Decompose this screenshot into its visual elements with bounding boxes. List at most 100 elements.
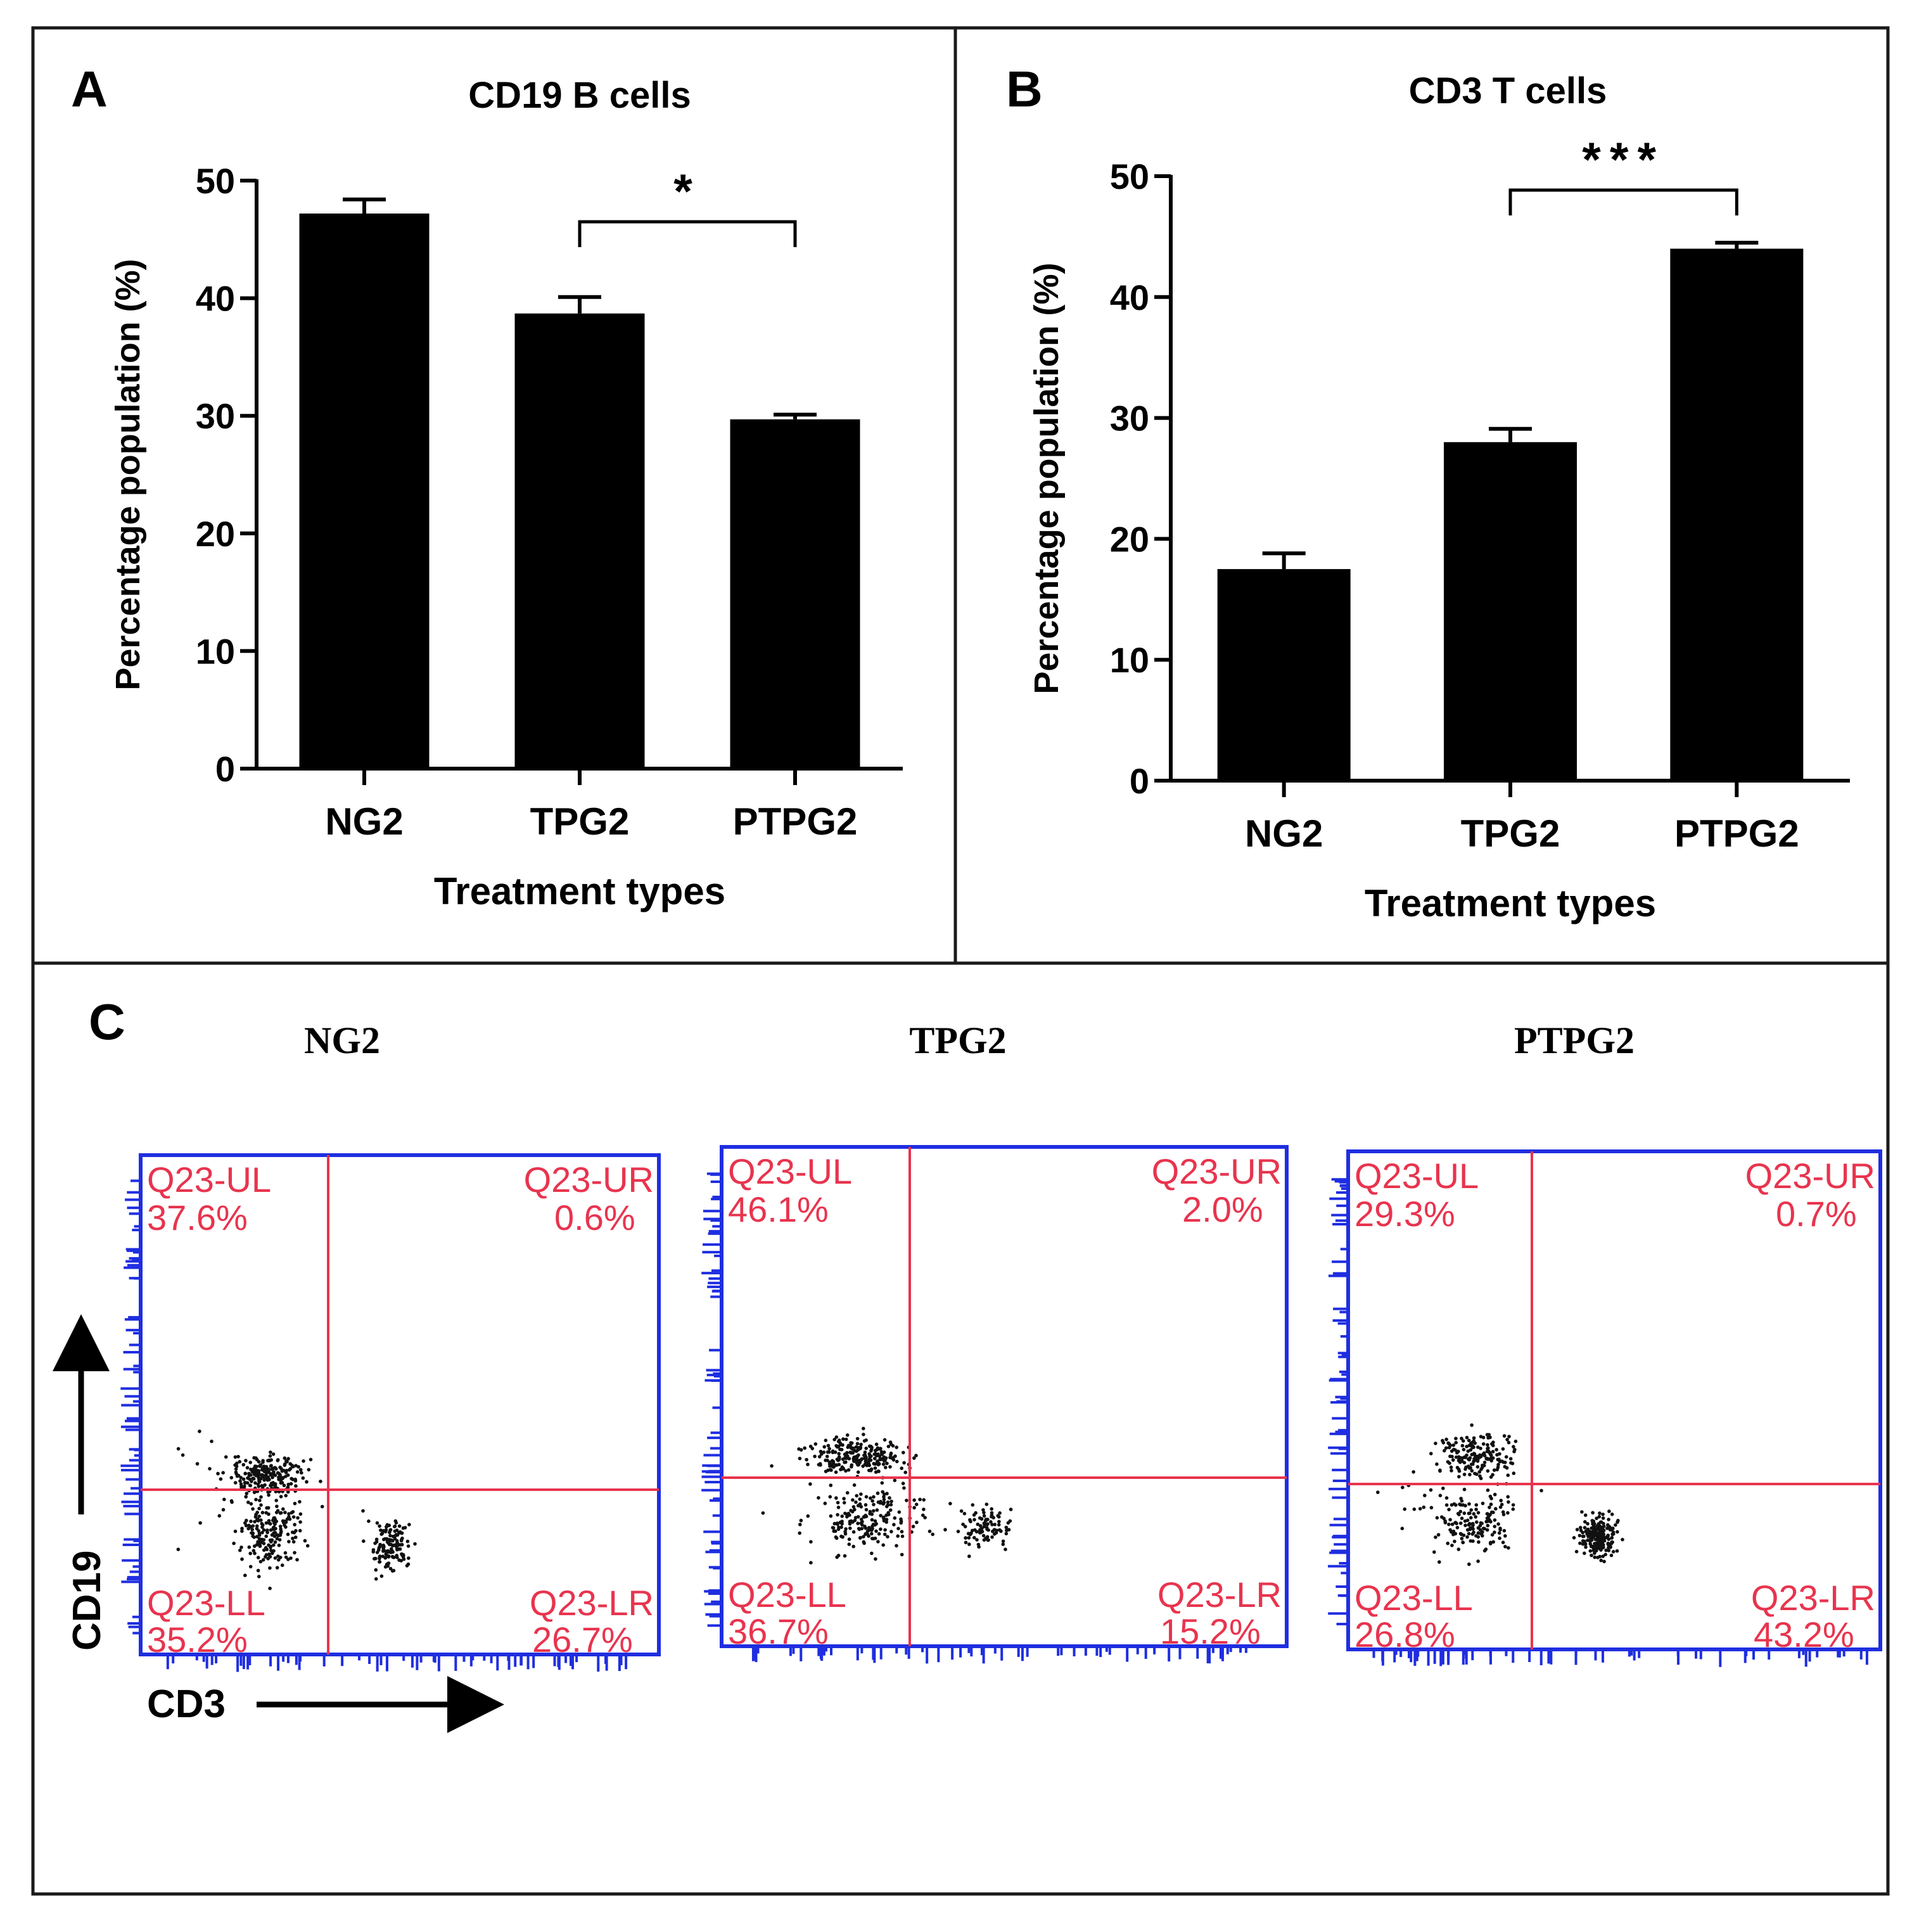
event-dot	[1599, 1526, 1603, 1530]
event-dot	[865, 1529, 870, 1533]
event-dot	[1485, 1528, 1489, 1532]
event-dot	[1457, 1475, 1461, 1479]
y-tick-label: 30	[1110, 399, 1149, 438]
event-dot	[1470, 1440, 1474, 1445]
event-dot	[968, 1518, 972, 1522]
quadrant-ur-label: Q23-UR	[524, 1160, 654, 1200]
quadrant-ul-value: 29.3%	[1354, 1194, 1455, 1234]
event-dot	[877, 1469, 881, 1473]
event-dot	[1501, 1510, 1505, 1514]
event-dot	[296, 1465, 301, 1469]
event-dot	[287, 1515, 291, 1519]
event-dot	[384, 1555, 388, 1559]
event-dot	[1465, 1535, 1469, 1539]
event-dot	[1491, 1443, 1495, 1447]
event-dot	[1423, 1494, 1427, 1497]
quadrant-ul-label: Q23-UL	[147, 1160, 271, 1200]
event-dot	[896, 1526, 900, 1531]
event-dot	[1465, 1445, 1469, 1449]
event-dot	[1501, 1447, 1505, 1451]
event-dot	[836, 1500, 840, 1505]
flow-plot-frame	[1346, 1149, 1882, 1651]
event-dot	[879, 1499, 883, 1504]
event-dot	[1495, 1468, 1499, 1472]
event-dot	[271, 1526, 276, 1530]
event-dot	[397, 1524, 402, 1528]
event-dot	[407, 1523, 411, 1526]
event-dot	[1469, 1539, 1473, 1543]
x-axis-title: Treatment types	[434, 870, 725, 912]
event-dot	[981, 1508, 985, 1512]
event-dot	[1475, 1520, 1479, 1524]
y-tick-label: 40	[196, 279, 235, 319]
event-dot	[176, 1447, 181, 1451]
event-dot	[388, 1533, 392, 1538]
event-dot	[990, 1507, 993, 1511]
significance-bracket	[1508, 188, 1738, 215]
event-dot	[1498, 1536, 1501, 1540]
event-dot	[274, 1499, 279, 1502]
event-dot	[301, 1476, 305, 1480]
figure-frame	[31, 26, 1890, 1896]
event-dot	[245, 1492, 249, 1495]
event-dot	[847, 1542, 851, 1546]
event-dot	[839, 1525, 843, 1529]
event-dot	[413, 1542, 417, 1546]
event-dot	[241, 1462, 246, 1467]
y-axis-title: Percentage population (%)	[109, 259, 147, 690]
event-dot	[1467, 1438, 1471, 1443]
event-dot	[844, 1456, 848, 1461]
event-dot	[893, 1516, 897, 1520]
event-dot	[851, 1505, 856, 1509]
event-dot	[293, 1535, 298, 1539]
event-dot	[373, 1541, 377, 1545]
event-dot	[886, 1535, 889, 1539]
event-dot	[224, 1455, 228, 1459]
event-dot	[990, 1514, 993, 1519]
event-dot	[889, 1499, 893, 1504]
event-dot	[395, 1542, 399, 1547]
event-dot	[869, 1467, 874, 1471]
event-dot	[1456, 1547, 1461, 1551]
event-dot	[248, 1564, 253, 1569]
event-dot	[405, 1539, 410, 1544]
event-dot	[962, 1511, 967, 1516]
event-dot	[879, 1514, 883, 1518]
event-dot	[305, 1544, 310, 1548]
event-dot	[219, 1477, 223, 1481]
event-dot	[281, 1507, 285, 1511]
event-dot	[1001, 1542, 1005, 1546]
event-dot	[858, 1497, 862, 1501]
event-dot	[1583, 1541, 1587, 1545]
y-axis-title: Percentage population (%)	[1028, 262, 1066, 694]
event-dot	[874, 1557, 877, 1561]
event-dot	[1460, 1516, 1464, 1520]
event-dot	[1592, 1526, 1596, 1530]
event-dot	[235, 1461, 239, 1466]
quadrant-lr-label: Q23-LR	[1751, 1578, 1875, 1618]
event-dot	[845, 1491, 850, 1495]
event-dot	[833, 1529, 838, 1533]
event-dot	[872, 1495, 876, 1499]
event-dot	[864, 1526, 868, 1530]
event-dot	[943, 1528, 947, 1532]
event-dot	[835, 1445, 839, 1449]
event-dot	[286, 1482, 291, 1487]
event-dot	[1486, 1469, 1490, 1473]
event-dot	[922, 1498, 926, 1502]
event-dot	[1462, 1473, 1467, 1476]
event-dot	[273, 1485, 277, 1490]
event-dot	[963, 1525, 967, 1528]
event-dot	[808, 1444, 813, 1449]
x-tick-label: NG2	[325, 800, 403, 843]
event-dot	[1443, 1521, 1448, 1525]
event-dot	[258, 1473, 262, 1477]
event-dot	[267, 1493, 271, 1497]
quadrant-ur-value: 0.6%	[554, 1198, 635, 1238]
event-dot	[286, 1490, 290, 1494]
event-dot	[276, 1558, 281, 1562]
quadrant-lr-label: Q23-LR	[1157, 1575, 1282, 1615]
event-dot	[244, 1495, 248, 1499]
bar	[1217, 569, 1351, 781]
event-dot	[257, 1514, 262, 1518]
